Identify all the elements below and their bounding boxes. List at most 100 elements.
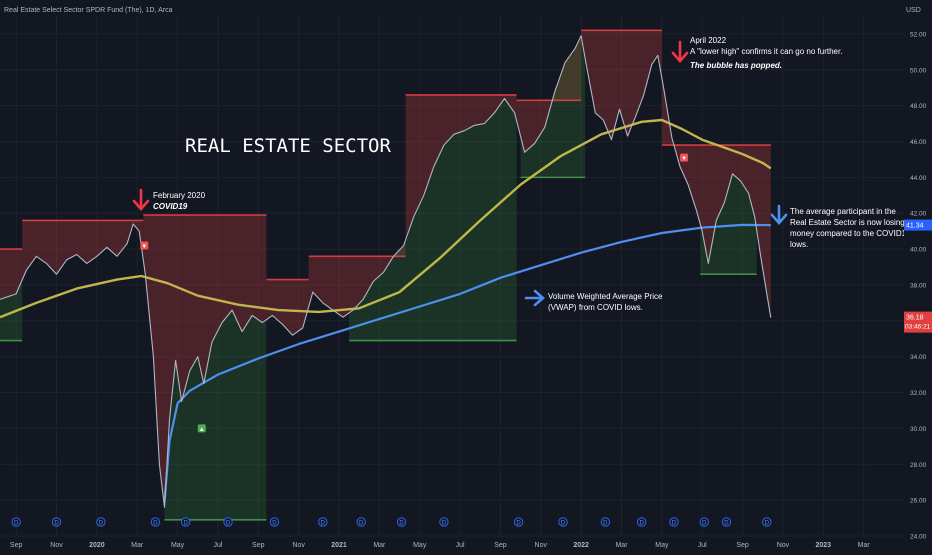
triangle-down-icon: ▼ [681,156,687,162]
price-axis-tick-label: 30.00 [910,426,927,433]
dividend-icon [669,517,679,527]
losing-note-line1: The average participant in the [790,207,896,216]
time-axis-tick-label: Mar [858,542,871,549]
price-axis-tick-label: 32.00 [910,390,927,397]
price-line [0,35,772,508]
dividend-glyph: D [399,520,404,526]
apr2022-line1: April 2022 [690,36,727,45]
time-axis-tick-label: Nov [777,542,790,549]
time-axis-tick-label: Jul [698,542,707,549]
dividend-icon [318,517,328,527]
dividend-icon [513,517,524,527]
dividend-glyph: D [442,520,447,526]
dividend-icon [600,517,611,527]
dividend-icon [269,517,280,527]
time-axis-tick-label: Mar [615,542,628,549]
dividend-marker: D [356,517,366,527]
dividend-icon [223,517,233,527]
losing-note-line2: Real Estate Sector is now losing [790,218,905,227]
time-axis-tick-label: Sep [252,542,265,549]
support-zone [349,98,517,341]
losing-note-line3: money compared to the COVID19 [790,229,911,238]
dividend-icon [180,517,191,527]
down-arrow-icon [671,40,689,63]
dividend-glyph: D [702,520,707,526]
buy-signal-marker: ▲ [197,424,206,433]
signal-badge [197,424,206,433]
annotation-losing: The average participant in the Real Esta… [770,204,911,249]
dividend-icon [396,517,407,527]
price-axis-tick-label: 34.00 [910,354,927,361]
price-axis: 24.0026.0028.0030.0032.0034.0036.0038.00… [910,31,927,540]
vwap-tag-value: 41.34 [906,223,924,230]
dividend-glyph: D [516,520,521,526]
right-arrow-icon [524,289,545,307]
annotation-apr2022: April 2022 A "lower high" confirms it ca… [671,36,842,70]
dividend-marker: D [180,517,191,527]
dividend-marker: D [11,517,21,527]
price-axis-panel[interactable] [904,16,932,536]
dividend-marker: D [721,517,732,527]
dividend-glyph: D [359,520,364,526]
dividend-marker: D [636,517,647,527]
time-axis-tick-label: Jul [213,542,222,549]
vwap-line [163,223,771,502]
signals-layer: ▼ ▲ ▼ [140,153,689,433]
zones-layer [0,30,771,520]
triangle-up-icon: ▲ [199,427,205,433]
dividend-glyph: D [724,520,729,526]
price-axis-tick-label: 40.00 [910,247,927,254]
dividend-icon [150,517,161,527]
time-axis-tick-label: 2021 [331,542,347,549]
resistance-zone [22,220,144,280]
dividend-marker: D [269,517,280,527]
dividend-glyph: D [603,520,608,526]
price-axis-tick-label: 50.00 [910,67,927,74]
dividend-glyph: D [99,520,104,526]
time-axis-tick-label: Sep [10,542,23,549]
sma-line [0,118,772,319]
feb2020-line1: February 2020 [153,191,206,200]
dividend-icon [439,517,449,527]
down-arrow-icon [132,188,150,211]
dividend-icon [96,517,106,527]
resistance-zone [266,279,309,336]
currency-label: USD [906,7,921,14]
triangle-down-icon: ▼ [141,244,147,250]
dividend-marker: D [150,517,161,527]
time-axis[interactable]: Sep Nov 2020 Mar May Jul Sep Nov 2021 Mar May Jul Se… [10,542,870,549]
dividend-glyph: D [321,520,326,526]
dividend-marker: D [223,517,233,527]
time-axis-tick-label: Mar [131,542,144,549]
vwap-note-line2: (VWAP) from COVID lows. [548,303,643,312]
last-price-tag-background [904,311,932,333]
time-axis-tick-label: 2020 [89,542,105,549]
dividend-marker: D [513,517,524,527]
dividend-marker: D [669,517,679,527]
resistance-zone [581,30,662,140]
dividend-glyph: D [54,520,59,526]
losing-note-line4: lows. [790,240,808,249]
dividend-icon [636,517,647,527]
last-price-value: 36.18 [906,315,924,322]
price-axis-tick-label: 26.00 [910,498,927,505]
feb2020-line2: COVID19 [153,202,188,211]
bar-countdown: 03:46:21 [905,324,931,331]
dividend-marker: D [600,517,611,527]
time-axis-tick-label: Sep [736,542,749,549]
support-zone [520,35,586,178]
apr2022-line2: A "lower high" confirms it can go no fur… [690,47,842,56]
last-price-tag: 36.18 03:46:21 [904,311,932,333]
dividend-icon [51,517,62,527]
price-axis-tick-label: 38.00 [910,282,927,289]
resistance-zone [308,239,406,318]
dividend-glyph: D [765,520,770,526]
vwap-price-tag: 41.34 [904,219,932,231]
dividend-marker: D [318,517,328,527]
price-axis-tick-label: 42.00 [910,211,927,218]
dividend-icon [762,517,772,527]
support-zone [0,279,23,341]
vwap-tag-background [904,219,932,231]
